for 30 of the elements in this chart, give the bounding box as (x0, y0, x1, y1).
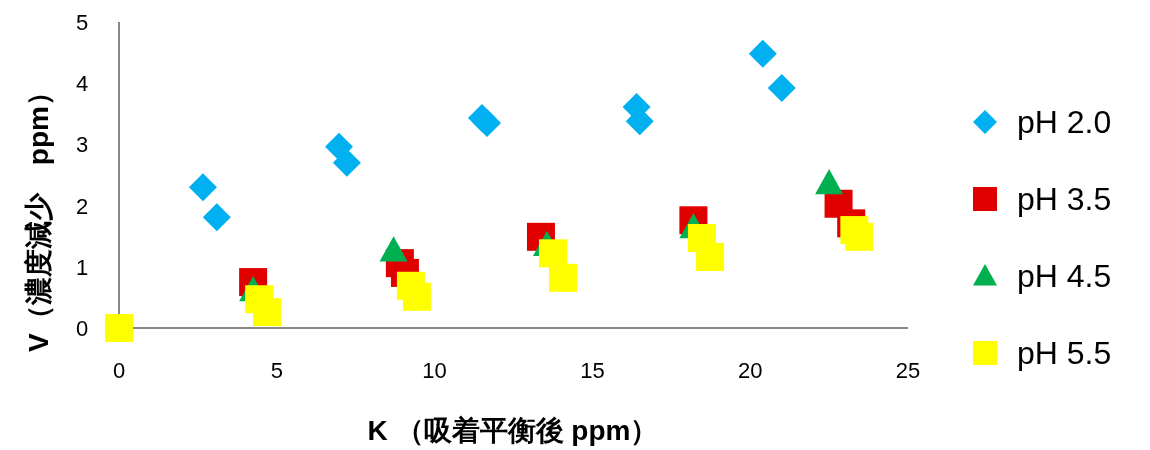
point (105, 314, 133, 342)
point (748, 39, 777, 68)
y-tick-label: 4 (75, 71, 89, 97)
legend-label: pH 4.5 (1017, 258, 1112, 294)
point (472, 108, 501, 137)
x-tick-label: 15 (580, 358, 605, 383)
x-tick-label: 10 (422, 358, 447, 383)
x-axis-title: K （吸着平衡後 ppm） (367, 415, 659, 446)
point (538, 239, 567, 268)
legend-label: pH 2.0 (1017, 104, 1112, 140)
point (202, 203, 231, 232)
legend-label: pH 3.5 (1017, 181, 1112, 217)
y-tick-label: 2 (75, 193, 89, 219)
legend-label: pH 5.5 (1017, 335, 1112, 371)
point (815, 168, 844, 195)
point (332, 148, 361, 177)
y-tick-label: 1 (75, 254, 89, 280)
y-tick-label: 5 (75, 10, 89, 35)
x-tick-label: 20 (737, 358, 763, 383)
point (188, 173, 217, 202)
y-axis-title: V（濃度減少 ppm） (23, 78, 54, 352)
point (549, 263, 578, 292)
point (379, 236, 408, 262)
x-tick-label: 5 (270, 358, 283, 383)
x-tick-label: 25 (895, 358, 921, 383)
y-tick-label: 3 (75, 132, 89, 158)
point (767, 74, 796, 103)
point (696, 243, 725, 272)
x-tick-label: 0 (112, 358, 126, 383)
y-tick-label: 0 (75, 316, 89, 341)
